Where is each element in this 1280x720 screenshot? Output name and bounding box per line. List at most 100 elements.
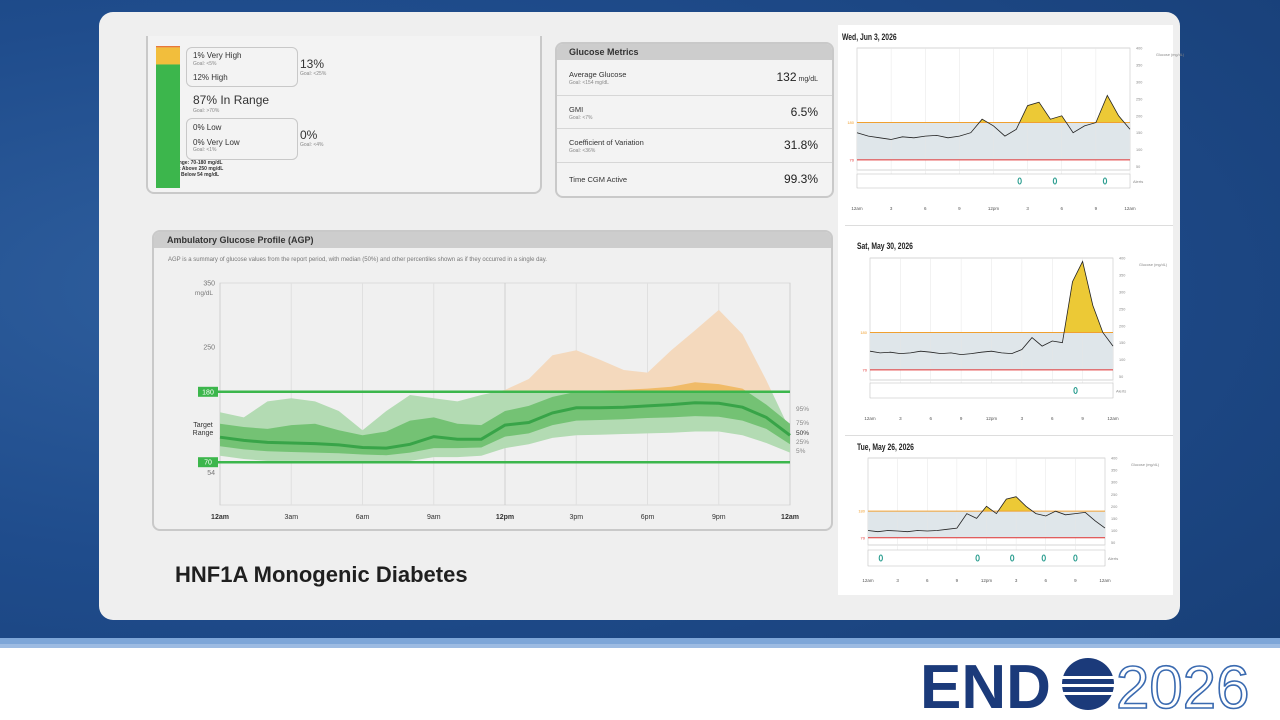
- y-tick-label: 50: [1119, 375, 1123, 379]
- y-unit: mg/dL: [195, 290, 213, 297]
- x-tick-label: 9: [960, 416, 963, 421]
- x-tick-label: 3: [899, 416, 902, 421]
- x-tick-label: 3: [1021, 416, 1024, 421]
- x-tick-label: 6: [924, 206, 927, 211]
- metric-goal: Goal: <36%: [569, 148, 596, 154]
- alerts-label: Alerts: [1133, 179, 1143, 184]
- y-tick-label: 350: [1136, 63, 1142, 67]
- metrics-header: [557, 44, 832, 60]
- y-tick-label: 54: [207, 470, 215, 477]
- metric-label: Coefficient of Variation: [569, 138, 644, 147]
- x-tick-label: 6pm: [641, 514, 655, 521]
- x-tick-label: 3pm: [569, 514, 583, 521]
- metric-number: 31.8%: [783, 138, 818, 152]
- metric-goal: Goal: <7%: [569, 114, 593, 121]
- x-tick-label: 6am: [356, 514, 370, 521]
- alerts-row: [867, 549, 1106, 567]
- y-title: Glucose (mg/dL): [1139, 263, 1168, 267]
- x-tick-label: 6: [929, 416, 932, 421]
- metric-number: 6.5%: [790, 104, 818, 119]
- high-area: [982, 496, 1033, 512]
- y-tick-label: 150: [1136, 131, 1142, 135]
- percentile-band-25-75: [576, 382, 748, 392]
- x-tick-label: 12am: [1107, 416, 1119, 421]
- tir-low-box: [186, 118, 298, 160]
- tir-notes: Target Range: 70-180 mg/dL Very High: Ab…: [156, 160, 223, 178]
- y-tick-label: 300: [1111, 481, 1117, 485]
- metric-row: Coefficient of Variation Goal: <36% 31.8%: [557, 128, 832, 162]
- divider: [845, 225, 1173, 226]
- y-tick-label: 350: [1111, 469, 1117, 473]
- note: Very High: Above 250 mg/dL: [156, 166, 224, 172]
- tir-segment: [156, 47, 180, 65]
- y-tick-label: 100: [1119, 358, 1125, 362]
- percentile-label: 50%: [796, 430, 809, 437]
- target-badge: [198, 386, 218, 397]
- target-range-label: Target Range: [192, 422, 214, 437]
- daily-title: Sat, May 30, 2026: [857, 241, 913, 251]
- x-tick-label: 12am: [781, 514, 799, 521]
- x-tick-label: 6: [926, 578, 929, 583]
- alert-marker: [878, 554, 883, 562]
- alert-marker: [1010, 554, 1015, 562]
- note: Target Range: 70-180 mg/dL: [156, 160, 223, 166]
- tir-label: 12% High: [193, 73, 228, 82]
- y-tick-label: 250: [203, 345, 215, 352]
- alert-marker: [1052, 177, 1058, 185]
- metric-row: GMI Goal: <7% 6.5%: [557, 94, 832, 129]
- metric-label: Average Glucose: [569, 70, 627, 79]
- alerts-row: [856, 173, 1131, 189]
- y-tick-label: 200: [1111, 505, 1117, 509]
- metric-unit: mg/dL: [798, 76, 818, 83]
- glucose-trace: [867, 496, 1106, 533]
- metric-value: 31.8%: [784, 138, 818, 152]
- y-tick-label: 150: [1111, 517, 1117, 521]
- metric-number: 99.3%: [783, 171, 818, 186]
- x-tick-label: 12pm: [988, 206, 1000, 211]
- agp-description: AGP is a summary of glucose values from …: [168, 257, 547, 263]
- x-tick-label: 12am: [851, 206, 863, 211]
- target-badge: [198, 457, 218, 468]
- target-label: 180: [858, 509, 865, 514]
- alerts-label: Alerts: [1116, 389, 1126, 394]
- tir-total: 0%: [300, 128, 318, 142]
- percentile-label: 95%: [796, 406, 809, 413]
- y-tick-label: 300: [1119, 290, 1125, 294]
- x-tick-label: 6: [1060, 206, 1063, 211]
- tir-label: 0% Low: [193, 123, 222, 132]
- y-tick-label: 150: [1119, 341, 1125, 345]
- y-tick-label: 250: [1119, 307, 1125, 311]
- daily-title: Wed, Jun 3, 2026: [842, 32, 897, 42]
- metric-value: 132 mg/dL: [777, 70, 819, 84]
- x-tick-label: 6: [1051, 416, 1054, 421]
- tir-label: 87% In Range: [193, 93, 270, 107]
- x-tick-label: 9: [958, 206, 961, 211]
- tir-panel: [146, 36, 542, 194]
- y-tick-label: 200: [1136, 114, 1142, 118]
- percentile-band-25-75: [220, 391, 790, 456]
- x-tick-label: 9: [1081, 416, 1084, 421]
- alert-marker: [1102, 177, 1108, 185]
- alert-marker: [975, 554, 980, 562]
- metric-number: 132: [776, 70, 797, 84]
- target-label: 180: [860, 330, 867, 335]
- y-tick-label: 100: [1136, 148, 1142, 152]
- median-line: [219, 401, 791, 450]
- x-tick-label: 9: [1074, 578, 1077, 583]
- percentile-label: 25%: [796, 439, 809, 446]
- alert-marker: [1073, 554, 1078, 562]
- divider: [845, 435, 1173, 436]
- x-tick-label: 3: [1015, 578, 1018, 583]
- x-tick-label: 9am: [427, 514, 441, 521]
- x-tick-label: 12am: [864, 416, 876, 421]
- y-tick-label: 400: [1119, 257, 1125, 261]
- percentile-band-5-95: [496, 309, 772, 392]
- y-title: Glucose (mg/dL): [1131, 463, 1160, 467]
- x-tick-label: 6: [1044, 578, 1047, 583]
- y-tick-label: 350: [203, 281, 215, 288]
- daily-title: Tue, May 26, 2026: [857, 442, 914, 452]
- target-value: 180: [202, 389, 214, 396]
- glucose-trace: [856, 94, 1131, 140]
- metric-label: Time CGM Active: [569, 174, 628, 184]
